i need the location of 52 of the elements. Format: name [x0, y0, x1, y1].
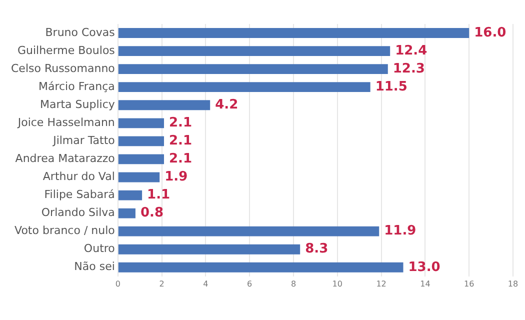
data-label: 0.8 [140, 206, 164, 221]
y-tick-label: Outro [84, 242, 116, 256]
bar [118, 136, 164, 146]
x-tick-label: 18 [508, 279, 518, 288]
data-label: 2.1 [169, 134, 192, 149]
y-tick-label: Joice Hasselmann [16, 116, 115, 130]
x-tick-label: 0 [115, 279, 120, 288]
y-tick-label: Filipe Sabará [44, 188, 115, 202]
data-label: 13.0 [408, 260, 440, 275]
data-label: 1.1 [147, 188, 170, 203]
bar [118, 64, 388, 74]
bar [118, 226, 380, 236]
y-tick-label: Jilmar Tatto [52, 134, 116, 148]
data-label: 1.9 [164, 170, 188, 185]
x-tick-label: 12 [376, 279, 386, 288]
y-tick-label: Não sei [74, 260, 115, 274]
x-tick-label: 6 [247, 279, 252, 288]
bar [118, 118, 164, 128]
y-tick-label: Arthur do Val [42, 170, 115, 184]
bar [118, 28, 470, 38]
data-label: 2.1 [169, 152, 192, 167]
y-tick-label: Guilherme Boulos [17, 44, 116, 57]
x-tick-label: 8 [290, 279, 296, 288]
x-tick-label: 10 [332, 279, 342, 288]
bar [118, 244, 300, 254]
bar [118, 100, 210, 110]
x-tick-label: 16 [464, 279, 474, 288]
bar [118, 190, 142, 200]
y-tick-label: Márcio França [38, 80, 115, 93]
data-label: 4.2 [215, 98, 238, 113]
x-tick-label: 14 [420, 279, 430, 288]
bar [118, 172, 160, 182]
y-tick-label: Marta Suplicy [40, 98, 116, 111]
y-tick-label: Andrea Matarazzo [15, 152, 116, 166]
bar [118, 46, 390, 56]
data-label: 11.5 [375, 79, 408, 94]
data-label: 11.9 [384, 224, 416, 239]
bar [118, 154, 164, 164]
data-label: 12.3 [392, 61, 425, 76]
x-tick-label: 4 [203, 279, 208, 288]
data-label: 8.3 [305, 242, 328, 257]
data-label: 12.4 [395, 43, 428, 58]
y-tick-label: Bruno Covas [45, 26, 116, 39]
data-label: 16.0 [474, 25, 506, 40]
x-tick-label: 2 [159, 279, 164, 288]
y-tick-label: Celso Russomanno [11, 62, 116, 75]
bar [118, 262, 404, 272]
y-tick-label: Voto branco / nulo [14, 224, 116, 238]
bar [118, 82, 370, 92]
bar [118, 208, 136, 218]
data-label: 2.1 [169, 116, 192, 131]
y-tick-label: Orlando Silva [41, 206, 115, 220]
